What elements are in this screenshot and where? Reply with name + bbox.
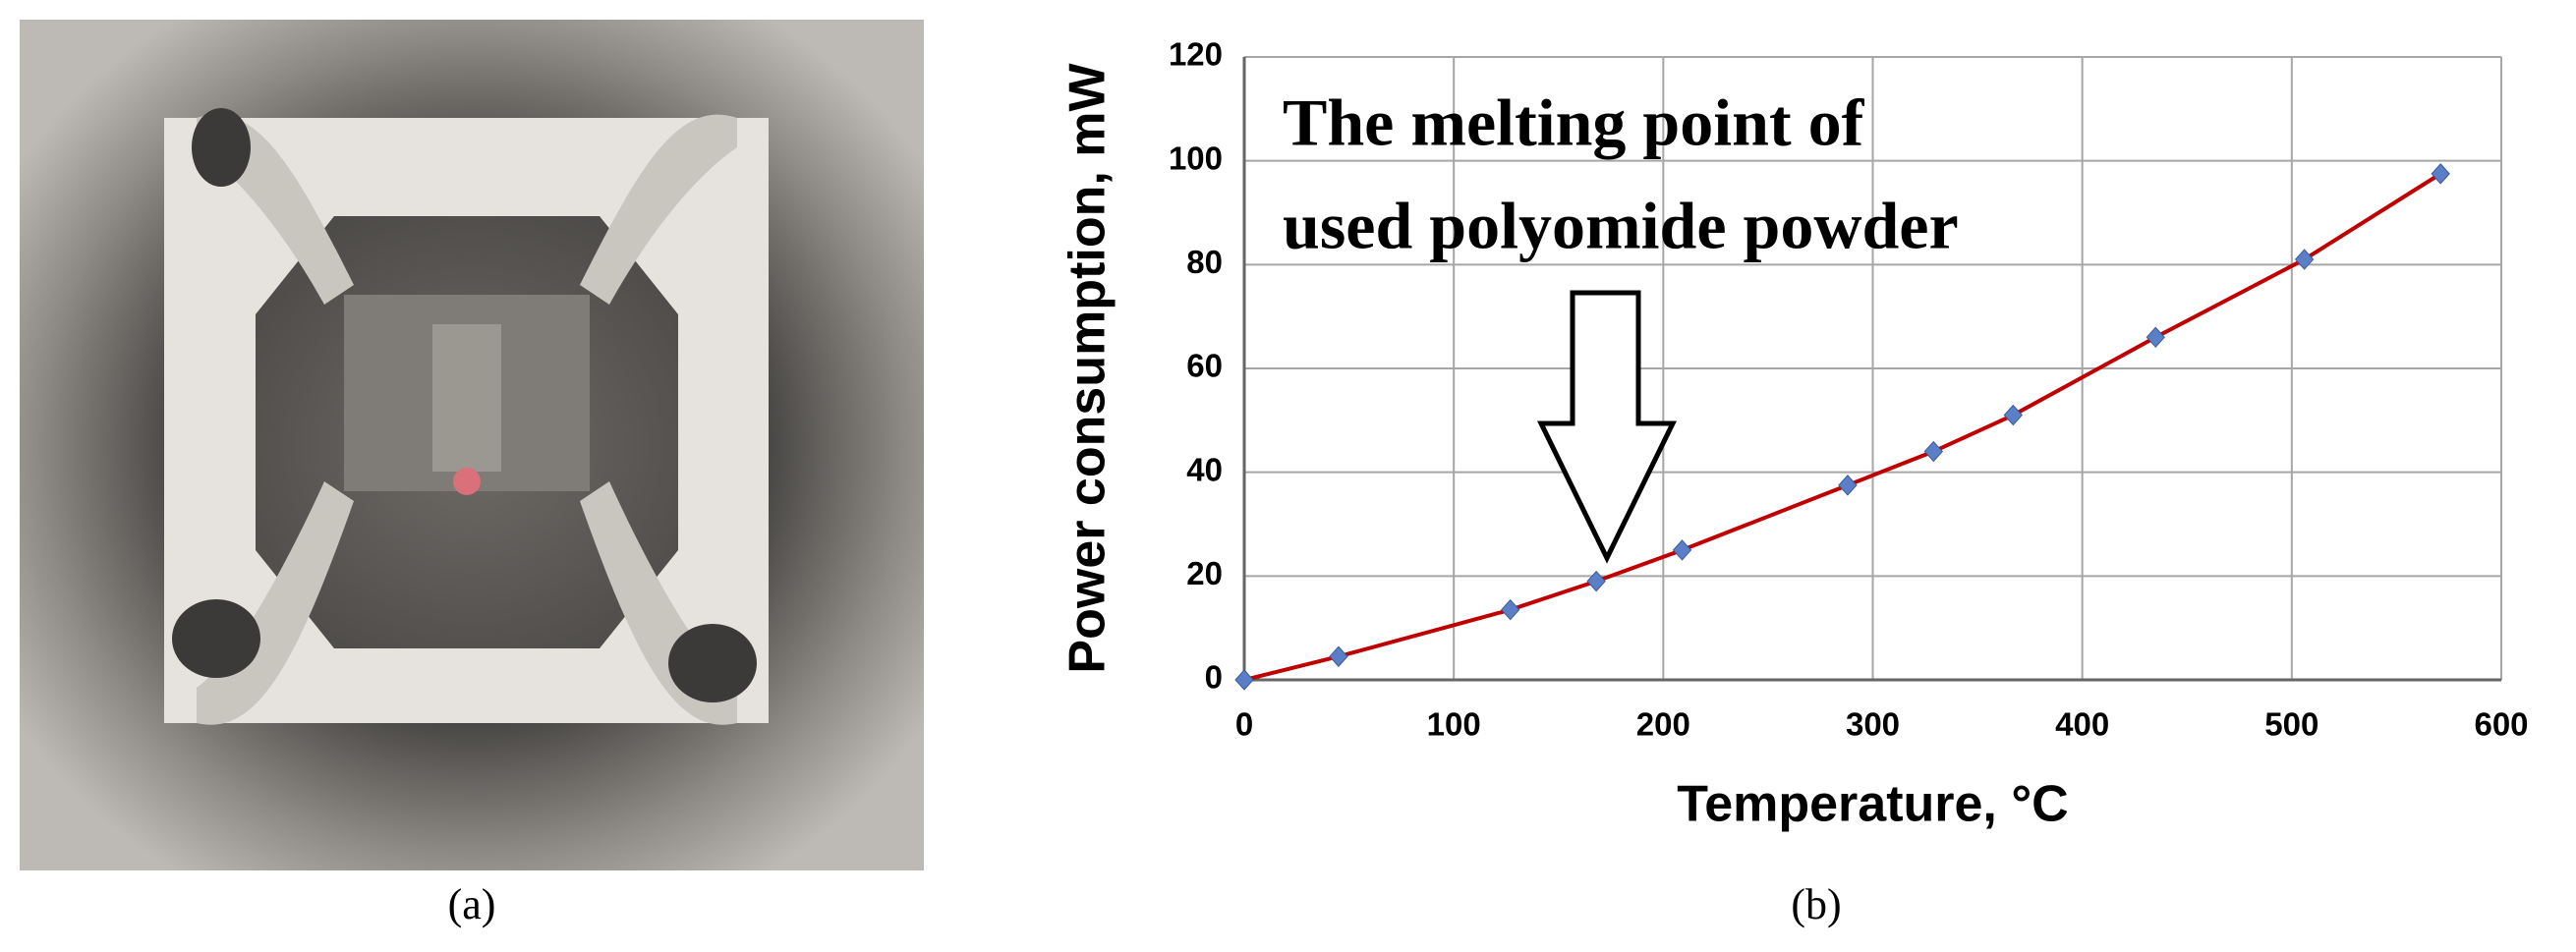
data-point: [2003, 404, 2023, 426]
y-axis-title: Power consumption, mW: [1059, 63, 1116, 674]
x-tick-label: 0: [1235, 706, 1253, 743]
arrow: [1536, 290, 1678, 564]
data-point: [1586, 570, 1606, 592]
data-point: [1672, 539, 1692, 561]
annotation: used polyomide powder: [1283, 189, 1959, 263]
y-tick-label: 20: [1186, 555, 1223, 591]
data-point: [1501, 598, 1520, 621]
x-tick-label: 400: [2055, 706, 2109, 743]
data-point: [2146, 326, 2165, 349]
y-tick-label: 100: [1169, 140, 1223, 176]
x-axis-title: Temperature, °C: [1677, 776, 2068, 833]
panel-label: (a): [448, 880, 496, 928]
data-point: [1838, 475, 1858, 496]
y-tick-label: 40: [1186, 451, 1223, 487]
annotation: The melting point of: [1283, 85, 1865, 160]
y-tick-label: 80: [1186, 244, 1223, 280]
x-tick-label: 200: [1636, 706, 1690, 743]
data-point: [1234, 669, 1254, 691]
y-tick-label: 0: [1205, 659, 1223, 696]
x-tick-label: 600: [2474, 706, 2528, 743]
data-point: [2431, 163, 2450, 185]
y-tick-label: 120: [1169, 36, 1223, 73]
x-tick-label: 100: [1427, 706, 1481, 743]
data-point: [1923, 440, 1943, 463]
x-tick-label: 300: [1846, 706, 1900, 743]
x-tick-label: 500: [2264, 706, 2318, 743]
panel-label: (b): [1791, 880, 1841, 928]
data-point: [1329, 645, 1348, 667]
photo: [20, 20, 924, 870]
y-tick-label: 60: [1186, 348, 1223, 384]
data-point: [2294, 249, 2315, 270]
